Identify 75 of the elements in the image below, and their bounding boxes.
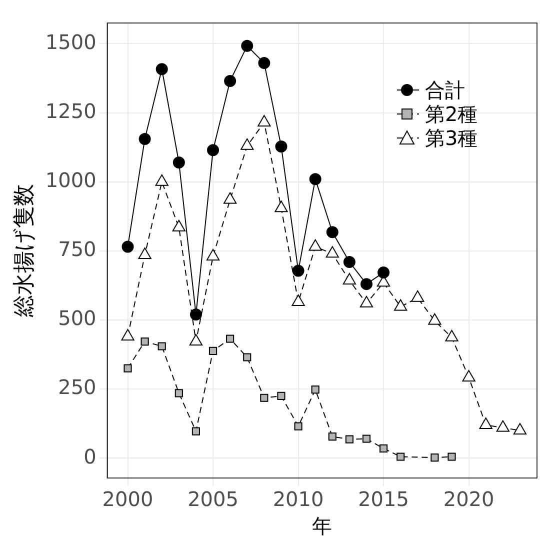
y-tick-label: 1500 [45, 30, 96, 54]
point [326, 226, 338, 238]
point [292, 294, 305, 306]
point [260, 394, 268, 402]
point [294, 422, 302, 430]
x-tick-label: 2000 [102, 487, 154, 512]
point [275, 140, 288, 152]
point [208, 346, 218, 355]
legend-label: 合計 [425, 78, 465, 102]
point [277, 392, 286, 400]
point [513, 422, 527, 434]
point [206, 248, 220, 260]
point [328, 432, 336, 441]
point [258, 114, 271, 126]
legend-label: 第3種 [425, 126, 478, 150]
point [360, 296, 374, 308]
x-tick-label: 2015 [358, 487, 409, 512]
y-axis-title: 総水揚げ隻数 [12, 184, 37, 318]
point [172, 156, 185, 169]
point [428, 313, 442, 325]
point [360, 278, 372, 290]
x-axis-title: 年 [312, 514, 332, 538]
point [448, 452, 456, 461]
point [394, 299, 408, 311]
point [189, 334, 203, 346]
point [445, 330, 458, 342]
y-tick-label: 500 [58, 306, 96, 330]
x-tick-label: 2010 [272, 487, 324, 512]
point [122, 240, 134, 253]
point [155, 174, 168, 186]
point [308, 239, 322, 251]
point [326, 246, 339, 258]
point [345, 435, 354, 444]
point [224, 192, 237, 204]
point [311, 386, 320, 394]
legend-label: 第2種 [425, 102, 478, 126]
point [243, 353, 252, 362]
point [226, 334, 234, 343]
point [138, 133, 151, 146]
point [343, 256, 356, 268]
point [190, 308, 202, 320]
point [496, 420, 510, 432]
x-tick-label: 2005 [188, 487, 238, 512]
point [156, 63, 168, 76]
point [121, 329, 134, 341]
point [342, 272, 356, 284]
point [140, 337, 149, 346]
point [292, 264, 304, 277]
y-tick-label: 750 [58, 237, 96, 262]
x-tick-label: 2020 [443, 487, 494, 512]
point [240, 138, 254, 150]
point [224, 75, 236, 88]
point [274, 200, 288, 212]
point [378, 266, 390, 278]
point [462, 370, 476, 382]
y-tick-label: 0 [84, 444, 96, 468]
y-tick-label: 1000 [45, 168, 96, 192]
y-tick-label: 1250 [45, 98, 96, 123]
point [158, 342, 166, 350]
point [192, 427, 200, 436]
point [430, 454, 439, 462]
point [174, 389, 183, 398]
point [207, 144, 220, 156]
y-tick-label: 250 [58, 375, 96, 400]
point [124, 364, 132, 372]
point [241, 40, 254, 52]
point [258, 57, 270, 70]
point [172, 220, 186, 232]
point [479, 417, 492, 429]
point [380, 444, 388, 452]
point [138, 248, 152, 260]
point [362, 434, 371, 443]
point [411, 290, 424, 302]
point [396, 452, 405, 461]
point [309, 173, 322, 186]
